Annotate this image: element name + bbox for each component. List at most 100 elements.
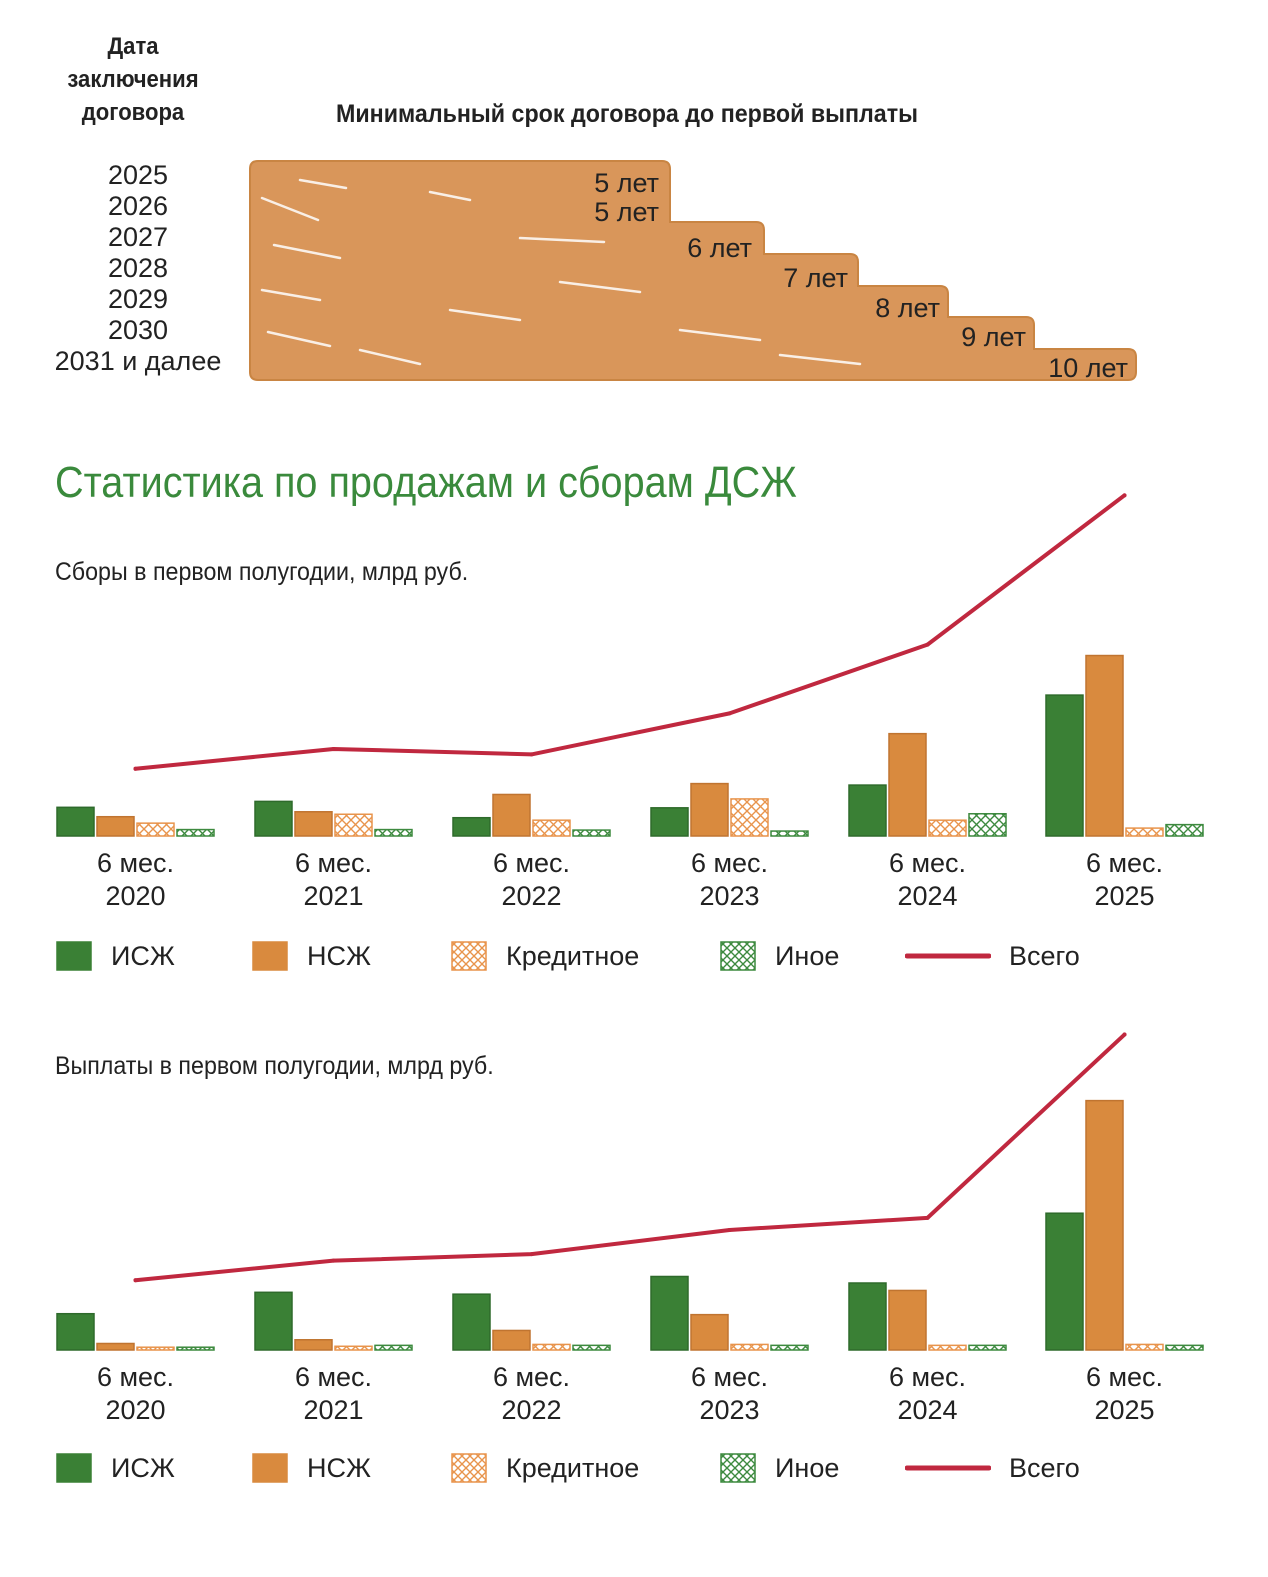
category-label: 6 мес. bbox=[295, 848, 372, 878]
term-column-header: Минимальный срок договора до первой выпл… bbox=[336, 100, 918, 128]
bar-other-2022 bbox=[572, 829, 611, 837]
red-line-swatch bbox=[905, 953, 991, 959]
category-label: 6 мес. bbox=[97, 1362, 174, 1392]
bar-isj-2022 bbox=[452, 816, 491, 837]
bar-credit-2022 bbox=[532, 1343, 571, 1351]
bar-other-2020 bbox=[176, 828, 215, 837]
bar-nsj-2023 bbox=[690, 782, 729, 837]
bar-credit-2023 bbox=[730, 798, 769, 837]
total-point-2025 bbox=[1122, 1032, 1127, 1037]
bar-other-2022 bbox=[572, 1344, 611, 1351]
term-label: 7 лет bbox=[783, 263, 848, 293]
bar-nsj-2025 bbox=[1085, 654, 1124, 837]
legend-item-other: Иное bbox=[719, 1450, 839, 1486]
legend-label: НСЖ bbox=[307, 940, 371, 971]
legend-item-credit: Кредитное bbox=[450, 938, 639, 974]
total-point-2023 bbox=[727, 1227, 732, 1232]
bar-isj-2021 bbox=[254, 800, 293, 837]
category-label: 6 мес. bbox=[889, 848, 966, 878]
legend-item-nsj: НСЖ bbox=[251, 1450, 371, 1486]
contract-year: 2030 bbox=[107, 315, 169, 345]
green-solid-swatch bbox=[56, 1453, 92, 1483]
category-label: 6 мес. bbox=[295, 1362, 372, 1392]
total-line bbox=[133, 493, 1127, 771]
chart-collections-subtitle: Сборы в первом полугодии, млрд руб. bbox=[55, 558, 469, 586]
orange-solid-swatch bbox=[252, 941, 288, 971]
category-label: 2022 bbox=[501, 881, 561, 911]
total-point-2025 bbox=[1122, 493, 1127, 498]
category-label: 2025 bbox=[1094, 1395, 1154, 1425]
red-line-swatch bbox=[905, 1465, 991, 1471]
bar-credit-2024 bbox=[928, 819, 967, 837]
category-label: 6 мес. bbox=[1086, 848, 1163, 878]
legend-item-total: Всего bbox=[905, 1450, 1080, 1486]
bar-isj-2021 bbox=[254, 1291, 293, 1351]
bar-credit-2024 bbox=[928, 1344, 967, 1351]
bar-other-2021 bbox=[374, 828, 413, 837]
legend-label: Всего bbox=[1009, 940, 1080, 971]
category-label: 2020 bbox=[105, 881, 165, 911]
category-label: 6 мес. bbox=[493, 848, 570, 878]
bar-isj-2023 bbox=[650, 1275, 689, 1351]
category-label: 6 мес. bbox=[493, 1362, 570, 1392]
total-point-2020 bbox=[133, 1278, 138, 1283]
category-label: 2024 bbox=[897, 1395, 957, 1425]
bar-credit-2021 bbox=[334, 1345, 373, 1351]
bar-nsj-2022 bbox=[492, 793, 531, 837]
category-label: 2023 bbox=[699, 881, 759, 911]
bar-other-2021 bbox=[374, 1344, 413, 1351]
term-label: 10 лет bbox=[1048, 353, 1128, 383]
bar-other-2024 bbox=[968, 813, 1007, 837]
bar-nsj-2025 bbox=[1085, 1099, 1124, 1351]
total-point-2022 bbox=[529, 1252, 534, 1257]
legend-item-isj: ИСЖ bbox=[55, 1450, 175, 1486]
category-label: 6 мес. bbox=[691, 848, 768, 878]
bar-nsj-2022 bbox=[492, 1329, 531, 1351]
orange-hatch-swatch bbox=[451, 941, 487, 971]
legend-item-nsj: НСЖ bbox=[251, 938, 371, 974]
bar-isj-2020 bbox=[56, 806, 95, 837]
category-label: 6 мес. bbox=[1086, 1362, 1163, 1392]
total-point-2020 bbox=[133, 766, 138, 771]
term-label: 8 лет bbox=[875, 293, 940, 323]
term-label: 6 лет bbox=[687, 233, 752, 263]
legend-label: ИСЖ bbox=[111, 1452, 175, 1483]
bar-credit-2025 bbox=[1125, 1343, 1164, 1351]
green-hatch-swatch bbox=[720, 941, 756, 971]
legend-label: НСЖ bbox=[307, 1452, 371, 1483]
green-solid-swatch bbox=[56, 941, 92, 971]
legend-label: Иное bbox=[775, 940, 840, 971]
bar-other-2025 bbox=[1165, 1344, 1204, 1351]
bar-isj-2020 bbox=[56, 1312, 95, 1351]
contract-year: 2028 bbox=[107, 253, 169, 283]
category-label: 2024 bbox=[897, 881, 957, 911]
total-point-2021 bbox=[331, 746, 336, 751]
category-label: 6 мес. bbox=[97, 848, 174, 878]
bar-credit-2020 bbox=[136, 1346, 175, 1351]
bar-other-2023 bbox=[770, 830, 809, 837]
term-label: 5 лет bbox=[594, 168, 659, 198]
category-label: 2023 bbox=[699, 1395, 759, 1425]
total-point-2021 bbox=[331, 1258, 336, 1263]
legend-item-isj: ИСЖ bbox=[55, 938, 175, 974]
legend-label: Кредитное bbox=[506, 940, 640, 971]
bar-nsj-2020 bbox=[96, 1342, 135, 1351]
total-point-2022 bbox=[529, 752, 534, 757]
bar-isj-2023 bbox=[650, 807, 689, 837]
term-label: 5 лет bbox=[594, 197, 659, 227]
contract-year: 2027 bbox=[107, 222, 169, 252]
bar-credit-2021 bbox=[334, 813, 373, 837]
legend-item-other: Иное bbox=[719, 938, 839, 974]
chart-payouts-legend: ИСЖ НСЖ Кредитное Иное Всего bbox=[55, 1450, 1205, 1490]
bar-isj-2024 bbox=[848, 1282, 887, 1351]
legend-label: Кредитное bbox=[506, 1452, 640, 1483]
contract-year: 2025 bbox=[107, 160, 169, 190]
bar-nsj-2021 bbox=[294, 1339, 333, 1351]
date-column-header-line: заключения bbox=[67, 66, 199, 93]
legend-label: ИСЖ bbox=[111, 940, 175, 971]
bar-other-2025 bbox=[1165, 823, 1204, 837]
bar-credit-2020 bbox=[136, 822, 175, 837]
bar-other-2023 bbox=[770, 1344, 809, 1351]
